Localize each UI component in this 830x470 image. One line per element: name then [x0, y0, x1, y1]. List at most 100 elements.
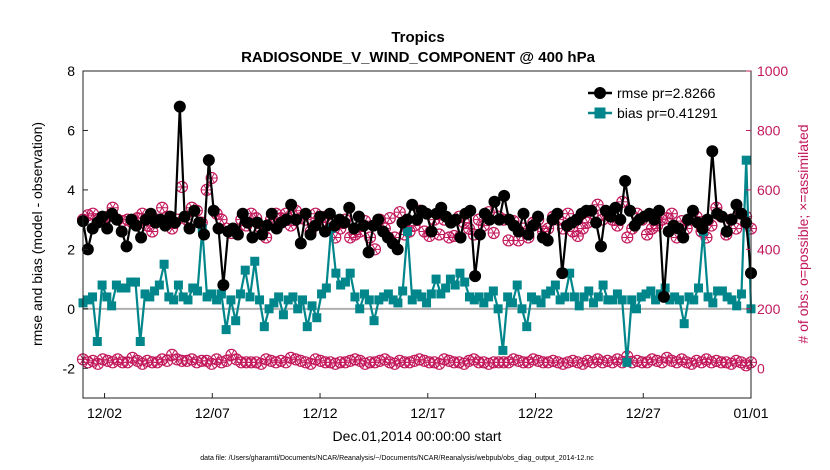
bias-point — [522, 322, 532, 332]
rmse-point — [498, 189, 511, 202]
bias-point — [469, 295, 479, 305]
bias-point — [555, 295, 565, 305]
bias-point — [636, 292, 646, 302]
bias-point — [111, 280, 121, 290]
bias-point — [383, 289, 393, 299]
rmse-point — [265, 207, 278, 220]
rmse-point — [115, 225, 128, 238]
rmse-point — [623, 204, 636, 217]
bias-point — [193, 286, 203, 296]
rmse-point — [299, 207, 312, 220]
rmse-point — [168, 216, 181, 229]
bias-point — [679, 319, 689, 329]
bias-point — [154, 280, 164, 290]
x-tick-label: 12/27 — [626, 405, 661, 421]
bias-point — [355, 304, 365, 314]
rmse-point — [256, 228, 269, 241]
obs-count-point — [175, 180, 189, 194]
y-left-tick-label: 4 — [67, 182, 75, 198]
legend: rmse pr=2.8266 bias pr=0.41291 — [580, 80, 745, 126]
bias-point — [345, 268, 355, 278]
bias-point — [221, 325, 231, 335]
bias-point — [250, 256, 260, 266]
rmse-point — [144, 207, 157, 220]
rmse-point — [701, 213, 714, 226]
rmse-point — [391, 243, 404, 256]
rmse-point — [411, 213, 423, 226]
rmse-point — [449, 213, 462, 226]
bias-point — [226, 295, 236, 305]
rmse-point — [488, 195, 501, 208]
legend-rmse-marker — [594, 87, 606, 99]
bias-point — [255, 295, 265, 305]
bias-point — [269, 298, 279, 308]
rmse-point — [706, 145, 719, 158]
rmse-point — [348, 222, 361, 235]
y-right-tick-label: 600 — [757, 182, 781, 198]
y-left-tick-label: -2 — [63, 360, 76, 376]
bias-point — [398, 286, 408, 296]
bias-point — [88, 292, 98, 302]
bias-point — [569, 292, 579, 302]
bias-point — [617, 295, 627, 305]
bias-point — [426, 289, 436, 299]
rmse-point — [212, 222, 225, 235]
bias-point — [340, 277, 350, 287]
rmse-point — [686, 204, 699, 217]
rmse-point — [285, 198, 298, 211]
bias-point — [732, 301, 742, 311]
rmse-point — [556, 267, 569, 280]
y-right-tick-label: 200 — [757, 301, 781, 317]
rmse-point — [236, 207, 249, 220]
bias-point — [479, 298, 489, 308]
rmse-point — [401, 213, 414, 226]
y-right-tick-label: 0 — [757, 360, 765, 376]
bias-point — [259, 322, 269, 332]
rmse-point — [183, 222, 196, 235]
x-tick-label: 12/02 — [87, 405, 122, 421]
legend-rmse-label: rmse pr=2.8266 — [617, 85, 716, 101]
bias-point — [531, 295, 541, 305]
obs-count-point — [665, 207, 678, 220]
bias-point — [422, 298, 432, 308]
bias-point — [126, 277, 136, 287]
bias-point — [264, 304, 274, 314]
bias-point — [379, 292, 389, 302]
bias-point — [488, 286, 498, 296]
y-left-tick-label: 8 — [67, 63, 75, 79]
bias-point — [121, 283, 131, 293]
rmse-point — [493, 213, 506, 226]
rmse-point — [260, 219, 273, 232]
rmse-point — [357, 219, 370, 232]
bias-point — [713, 286, 723, 296]
rmse-point — [280, 213, 293, 226]
rmse-point — [425, 225, 438, 238]
bias-point — [412, 289, 422, 299]
rmse-point — [590, 216, 603, 229]
rmse-point — [527, 219, 540, 232]
bias-point — [407, 295, 417, 305]
rmse-point — [532, 210, 545, 223]
bias-point — [169, 295, 179, 305]
bias-point — [312, 313, 322, 323]
rmse-point — [715, 210, 728, 223]
bias-point — [455, 268, 465, 278]
bias-point — [474, 292, 484, 302]
rmse-point — [173, 100, 186, 113]
rmse-point — [740, 216, 753, 229]
bias-point — [150, 286, 160, 296]
bias-point — [574, 301, 584, 311]
rmse-point — [435, 201, 448, 214]
obs-count-point — [146, 225, 159, 238]
bias-point — [584, 286, 594, 296]
rmse-point — [207, 204, 220, 217]
rmse-point — [657, 290, 670, 303]
rmse-point — [202, 154, 215, 167]
rmse-point — [130, 219, 143, 232]
bias-point — [603, 295, 613, 305]
legend-box — [580, 80, 745, 126]
rmse-point — [473, 228, 486, 241]
bias-point — [460, 277, 470, 287]
rmse-point — [517, 207, 530, 220]
